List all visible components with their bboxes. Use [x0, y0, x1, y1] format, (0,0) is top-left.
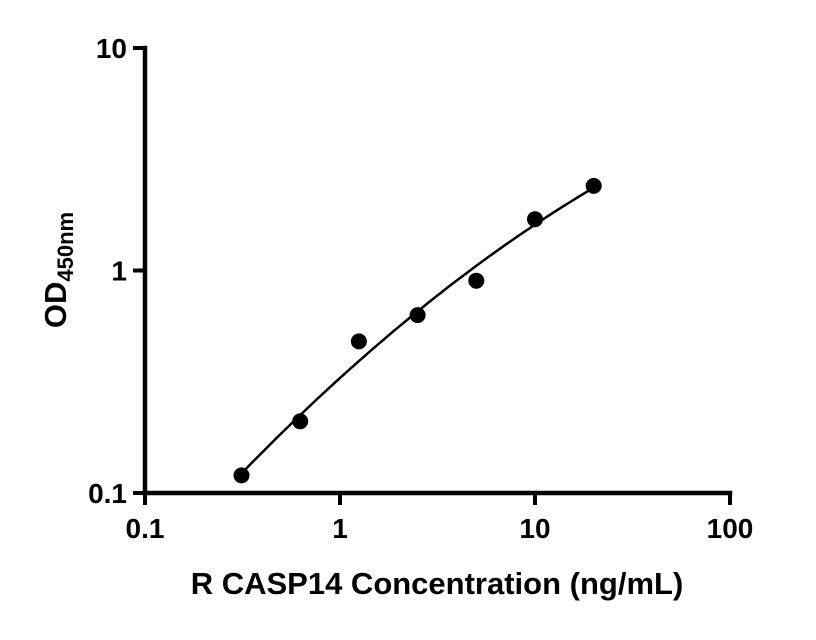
x-axis-title: R CASP14 Concentration (ng/mL): [191, 566, 684, 601]
data-points: [233, 177, 602, 484]
data-point: [585, 177, 602, 194]
axes: [142, 45, 733, 496]
x-tick-label: 10: [519, 513, 550, 544]
data-point: [409, 307, 426, 324]
x-tick-label: 100: [707, 513, 754, 544]
y-tick-label: 1: [111, 256, 127, 287]
data-point: [233, 467, 250, 484]
fit-curve: [240, 186, 595, 475]
x-tick-label: 0.1: [126, 513, 165, 544]
y-tick-label: 10: [96, 33, 127, 64]
y-axis-title-main: OD: [38, 282, 73, 329]
y-axis-title-subscript: 450nm: [53, 212, 78, 282]
axis-ticks: [133, 46, 732, 505]
data-point: [292, 413, 309, 430]
axis-tick-labels: 0.1 1 10 100 0.1 1 10: [88, 33, 753, 544]
y-tick-label: 0.1: [88, 478, 127, 509]
data-point: [468, 272, 485, 289]
data-point: [350, 333, 367, 350]
y-axis-title: OD450nm: [38, 212, 78, 328]
x-tick-label: 1: [332, 513, 348, 544]
data-point: [527, 211, 543, 228]
